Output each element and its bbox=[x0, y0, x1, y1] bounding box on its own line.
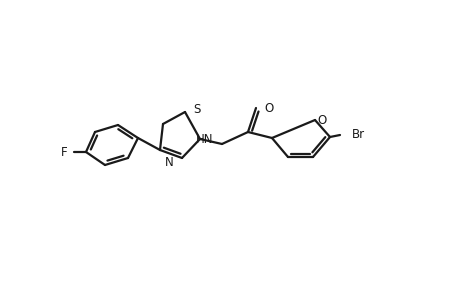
Text: N: N bbox=[165, 155, 174, 169]
Text: S: S bbox=[193, 103, 200, 116]
Text: Br: Br bbox=[351, 128, 364, 140]
Text: O: O bbox=[317, 113, 326, 127]
Text: O: O bbox=[263, 101, 273, 115]
Text: F: F bbox=[61, 146, 68, 158]
Text: HN: HN bbox=[195, 133, 213, 146]
